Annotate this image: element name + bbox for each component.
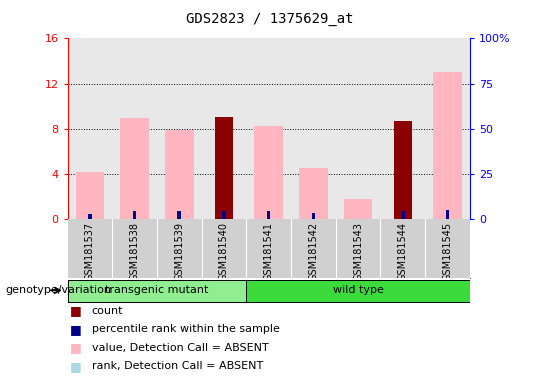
Bar [68, 280, 246, 302]
Bar [299, 168, 328, 219]
Bar [267, 212, 271, 219]
Text: GSM181545: GSM181545 [442, 222, 453, 281]
Text: ■: ■ [70, 341, 82, 354]
Text: GSM181538: GSM181538 [130, 222, 139, 281]
Bar [222, 211, 226, 219]
Bar [88, 214, 92, 219]
Text: transgenic mutant: transgenic mutant [105, 285, 208, 295]
Text: ■: ■ [70, 305, 82, 318]
Bar [246, 280, 470, 302]
Text: count: count [92, 306, 123, 316]
Bar [344, 199, 373, 219]
Text: GSM181543: GSM181543 [353, 222, 363, 281]
Bar [165, 130, 193, 219]
Bar [446, 210, 449, 219]
Text: GSM181542: GSM181542 [308, 222, 319, 281]
Bar [433, 72, 462, 219]
Bar [120, 119, 149, 219]
Text: wild type: wild type [333, 285, 383, 295]
Text: ■: ■ [70, 360, 82, 373]
Bar [178, 212, 181, 219]
Bar [394, 121, 411, 219]
Bar [133, 211, 136, 219]
Text: GSM181540: GSM181540 [219, 222, 229, 281]
Text: GSM181537: GSM181537 [85, 222, 95, 281]
Text: GSM181539: GSM181539 [174, 222, 184, 281]
Bar [401, 211, 404, 219]
Bar [312, 213, 315, 219]
Bar [254, 126, 283, 219]
Text: rank, Detection Call = ABSENT: rank, Detection Call = ABSENT [92, 361, 263, 371]
Text: GSM181541: GSM181541 [264, 222, 274, 281]
Text: genotype/variation: genotype/variation [5, 285, 111, 295]
Bar [76, 172, 104, 219]
Text: percentile rank within the sample: percentile rank within the sample [92, 324, 280, 334]
Text: ■: ■ [70, 323, 82, 336]
Text: GSM181544: GSM181544 [398, 222, 408, 281]
Bar [215, 118, 233, 219]
Text: GDS2823 / 1375629_at: GDS2823 / 1375629_at [186, 12, 354, 25]
Text: value, Detection Call = ABSENT: value, Detection Call = ABSENT [92, 343, 268, 353]
